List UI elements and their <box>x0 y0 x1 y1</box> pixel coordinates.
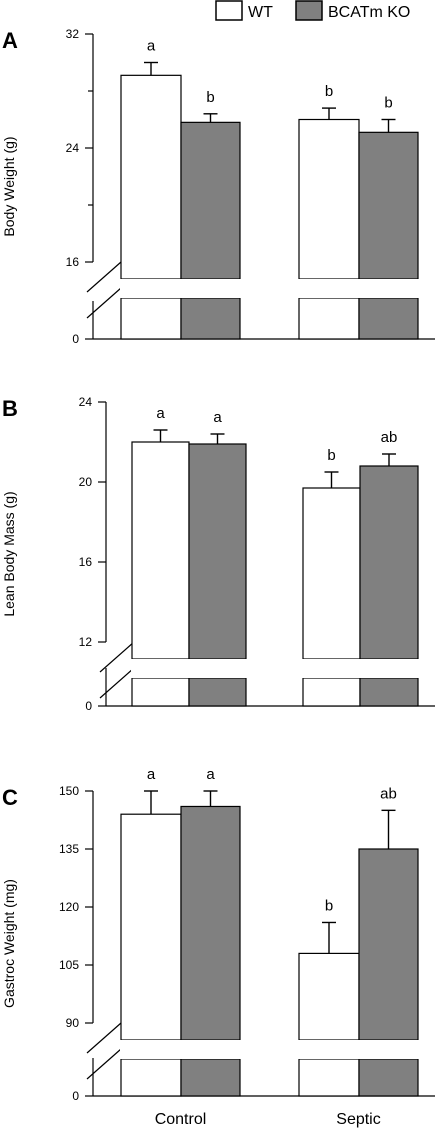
bar-upper <box>180 805 241 1041</box>
y-tick-label-zero: 0 <box>85 699 92 713</box>
bar-break-gap <box>358 1040 419 1059</box>
bar-upper <box>298 952 360 1041</box>
significance-letter: a <box>147 38 156 55</box>
bar-break-gap <box>298 279 360 298</box>
bar-upper <box>359 465 419 660</box>
x-category-label-septic: Septic <box>336 1111 380 1128</box>
y-tick-label: 90 <box>66 1016 80 1030</box>
bar-upper <box>120 813 182 1041</box>
axis-break-mark <box>86 1022 122 1054</box>
legend-wt-swatch <box>215 0 243 21</box>
significance-letter: ab <box>381 429 398 446</box>
bar-lower <box>302 677 361 707</box>
bar-break-gap <box>131 659 190 678</box>
legend-wt-label: WT <box>248 4 273 21</box>
significance-letter: a <box>156 405 165 422</box>
bar-upper <box>131 441 190 660</box>
bar-break-gap <box>120 279 182 298</box>
significance-letter: b <box>206 89 214 106</box>
bar-break-gap <box>120 1040 182 1059</box>
x-category-label-control: Control <box>155 1111 207 1128</box>
bar-upper <box>188 443 247 660</box>
bar-lower <box>359 677 419 707</box>
bar-lower <box>180 297 241 340</box>
bar-lower <box>120 1058 182 1097</box>
axis-break-mark <box>86 1048 122 1080</box>
bar-upper <box>358 848 419 1041</box>
bar-lower <box>358 1058 419 1097</box>
significance-letter: a <box>206 766 215 783</box>
bar-lower <box>180 1058 241 1097</box>
bar-break-gap <box>180 279 241 298</box>
y-tick-label: 150 <box>59 784 79 798</box>
axis-break-mark <box>86 261 122 293</box>
bar-upper <box>298 118 360 280</box>
significance-letter: b <box>384 95 392 112</box>
y-tick-label: 105 <box>59 958 79 972</box>
bar-upper <box>180 121 241 280</box>
y-tick-label: 16 <box>66 255 80 269</box>
y-tick-label: 12 <box>79 635 93 649</box>
axis-break-mark <box>99 667 135 699</box>
y-axis-label: Body Weight (g) <box>1 136 17 236</box>
bar-upper <box>358 131 419 280</box>
bar-break-gap <box>358 279 419 298</box>
significance-letter: a <box>147 766 156 783</box>
legend: WT BCATm KO <box>215 0 410 21</box>
bar-break-gap <box>180 1040 241 1059</box>
bar-break-gap <box>359 659 419 678</box>
panel-label: A <box>2 28 18 53</box>
panel-label: B <box>2 396 18 421</box>
significance-letter: b <box>325 83 333 100</box>
y-tick-label: 32 <box>66 27 80 41</box>
bar-upper <box>120 74 182 280</box>
y-axis-label: Lean Body Mass (g) <box>1 491 17 616</box>
y-tick-label: 16 <box>79 555 93 569</box>
bar-lower <box>188 677 247 707</box>
axis-break-mark <box>99 641 135 673</box>
significance-letter: b <box>325 897 333 914</box>
y-tick-label: 24 <box>79 395 93 409</box>
y-tick-label: 120 <box>59 900 79 914</box>
bar-break-gap <box>188 659 247 678</box>
legend-ko-label: BCATm KO <box>328 4 410 21</box>
legend-ko-swatch <box>295 0 323 21</box>
chart-panel-a: A 16 24 32 0 Body Weight (g) a b b b <box>1 27 435 346</box>
bar-lower <box>358 297 419 340</box>
significance-letter: b <box>327 447 335 464</box>
y-tick-label-zero: 0 <box>72 1089 79 1103</box>
y-tick-label: 24 <box>66 141 80 155</box>
bar-lower <box>298 297 360 340</box>
bar-break-gap <box>302 659 361 678</box>
axis-break-mark <box>86 287 122 319</box>
bar-upper <box>302 487 361 660</box>
bar-break-gap <box>298 1040 360 1059</box>
bar-lower <box>120 297 182 340</box>
y-tick-label: 20 <box>79 475 93 489</box>
y-tick-label: 135 <box>59 842 79 856</box>
bar-lower <box>131 677 190 707</box>
panel-label: C <box>2 785 18 810</box>
significance-letter: a <box>213 409 222 426</box>
significance-letter: ab <box>380 785 397 802</box>
y-axis-label: Gastroc Weight (mg) <box>1 879 17 1008</box>
y-tick-label-zero: 0 <box>72 332 79 346</box>
bar-lower <box>298 1058 360 1097</box>
